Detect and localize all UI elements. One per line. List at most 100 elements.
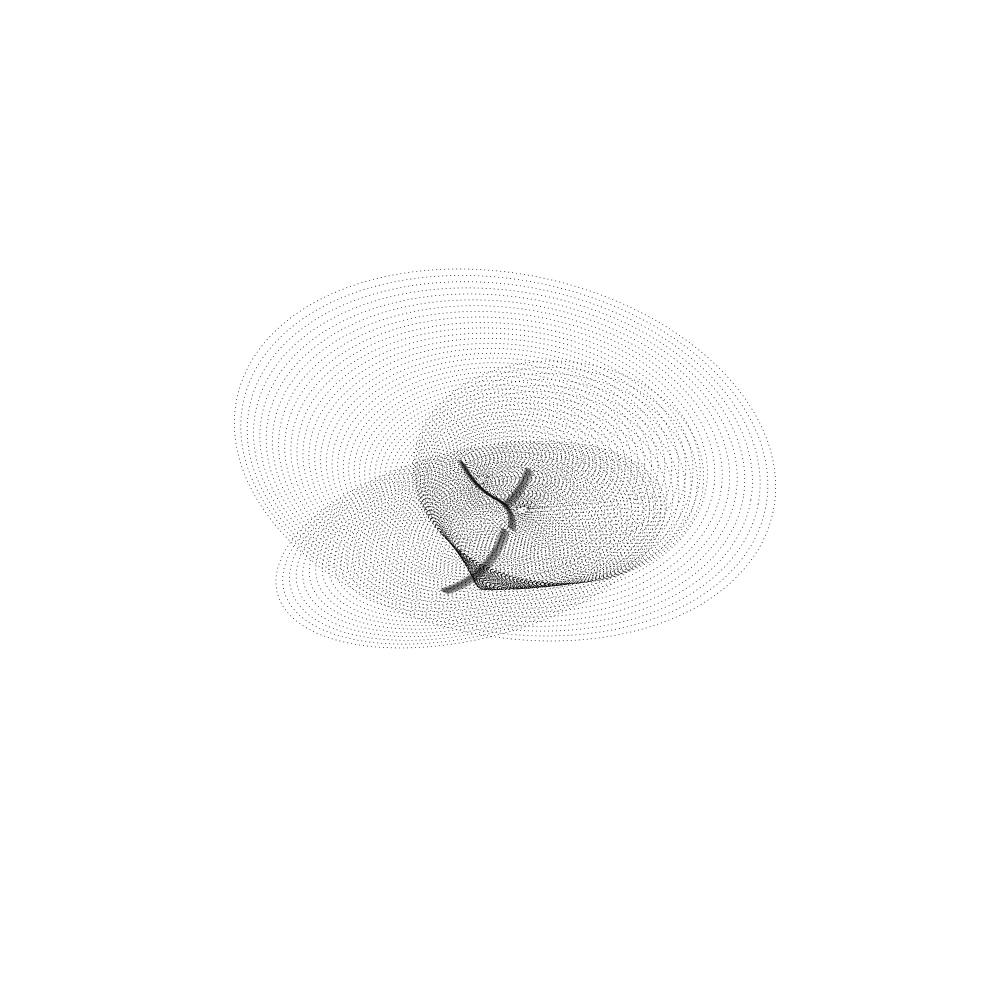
dotted-ellipse bbox=[470, 563, 501, 591]
dotted-ellipse bbox=[436, 441, 623, 587]
dotted-ellipse bbox=[472, 568, 496, 591]
core-stroke-left bbox=[460, 461, 514, 530]
dotted-ellipse bbox=[436, 484, 574, 559]
core-stroke-left bbox=[461, 461, 515, 531]
dotted-ellipse bbox=[464, 465, 501, 492]
dotted-ellipse bbox=[314, 343, 680, 585]
dotted-ellipse bbox=[498, 501, 539, 524]
dotted-ellipse bbox=[461, 526, 537, 590]
core-stroke-left bbox=[464, 463, 517, 533]
core-stroke-right bbox=[508, 471, 534, 509]
dotted-ellipse bbox=[457, 490, 562, 547]
dotted-ellipse bbox=[369, 388, 614, 550]
dotted-ellipse bbox=[471, 566, 499, 591]
dotted-ellipse bbox=[505, 503, 535, 520]
dotted-ellipse bbox=[454, 457, 513, 499]
dotted-ellipse bbox=[449, 485, 578, 589]
dotted-ellipse bbox=[430, 419, 645, 586]
dotted-ellipse bbox=[331, 357, 659, 573]
dotted-ellipse bbox=[259, 293, 746, 622]
dotted-ellipse bbox=[431, 425, 639, 587]
dotted-ellipse bbox=[471, 472, 492, 487]
dotted-ellipse bbox=[442, 447, 527, 506]
core-stroke-left bbox=[463, 462, 516, 532]
dotted-ellipse bbox=[459, 519, 544, 590]
dotted-ellipse bbox=[337, 362, 652, 570]
dotted-ellipse bbox=[438, 446, 617, 588]
dotted-ellipse bbox=[240, 275, 769, 637]
dotted-ellipse bbox=[441, 486, 571, 556]
dotted-ellipse bbox=[386, 471, 602, 587]
dotted-ellipse bbox=[433, 430, 633, 587]
core-stroke-bottom bbox=[444, 530, 508, 594]
dotted-ellipse bbox=[397, 474, 596, 581]
dotted-ellipse bbox=[456, 511, 552, 590]
dotted-ellipse bbox=[234, 268, 776, 642]
dotted-ellipse bbox=[473, 474, 489, 486]
dotted-ellipse bbox=[474, 579, 486, 591]
dotted-ellipse bbox=[359, 380, 626, 557]
dotted-ellipse bbox=[509, 504, 533, 518]
dotted-ellipse bbox=[441, 456, 607, 588]
core-stroke-right bbox=[504, 469, 531, 507]
dotted-ellipse bbox=[392, 472, 599, 583]
dotted-ellipse bbox=[407, 419, 568, 528]
dotted-ellipse bbox=[284, 316, 716, 605]
core-stroke-left bbox=[457, 459, 512, 529]
dotted-ellipse bbox=[474, 577, 488, 591]
dotted-ellipse bbox=[278, 311, 723, 609]
dotted-ellipse bbox=[275, 441, 666, 649]
dotted-ellipse bbox=[328, 455, 636, 619]
dotted-ellipse bbox=[413, 360, 704, 584]
dotted-ellipse bbox=[290, 322, 708, 601]
dotted-ellipse bbox=[462, 530, 533, 590]
dotted-ellipse bbox=[411, 422, 563, 525]
dotted-ellipse bbox=[398, 411, 579, 533]
dotted-ellipse bbox=[454, 502, 560, 590]
dotted-ellipse bbox=[480, 496, 549, 534]
dotted-ellipse bbox=[468, 553, 511, 591]
dotted-ellipse bbox=[364, 384, 620, 553]
dotted-ellipse bbox=[246, 281, 761, 632]
dotted-ellipse bbox=[464, 537, 526, 590]
dotted-ellipse bbox=[474, 475, 488, 485]
dotted-ellipse-family bbox=[234, 268, 776, 649]
dotted-ellipse bbox=[469, 470, 494, 488]
dotted-ellipse bbox=[465, 492, 557, 542]
dotted-ellipse bbox=[489, 499, 544, 529]
dotted-ellipse bbox=[469, 493, 555, 540]
core-stroke-bottom bbox=[443, 529, 507, 593]
dotted-ellipse bbox=[272, 305, 731, 613]
dotted-ellipse bbox=[320, 348, 673, 581]
dotted-ellipse bbox=[420, 385, 680, 585]
dotted-ellipse bbox=[502, 502, 536, 521]
core-stroke-bottom bbox=[441, 528, 506, 593]
dotted-ellipse bbox=[295, 446, 654, 637]
dotted-ellipse bbox=[445, 487, 569, 554]
dotted-ellipse bbox=[467, 550, 514, 591]
core-stroke-left bbox=[458, 460, 513, 530]
dotted-ellipse bbox=[315, 451, 643, 626]
dotted-ellipse bbox=[302, 448, 651, 634]
dotted-ellipse bbox=[466, 547, 517, 591]
dotted-ellipse bbox=[308, 450, 647, 630]
dotted-ellipse bbox=[472, 473, 490, 486]
dotted-ellipse bbox=[282, 442, 662, 645]
dotted-ellipse bbox=[419, 429, 553, 520]
dotted-ellipse bbox=[402, 475, 593, 578]
dotted-ellipse bbox=[422, 481, 582, 566]
core-stroke-right bbox=[507, 470, 533, 508]
dotted-ellipse bbox=[334, 457, 632, 616]
dotted-ellipse bbox=[500, 502, 537, 523]
dotted-ellipse bbox=[449, 488, 566, 551]
dotted-ellipse bbox=[469, 558, 506, 591]
dotted-ellipse bbox=[353, 375, 633, 560]
dotted-ellipse bbox=[465, 543, 520, 591]
dotted-ellipse bbox=[442, 461, 602, 588]
dotted-ellipse bbox=[446, 475, 587, 589]
dotted-ellipse bbox=[427, 482, 579, 564]
dotted-ellipse bbox=[421, 391, 674, 585]
dotted-ellipse bbox=[428, 414, 650, 586]
